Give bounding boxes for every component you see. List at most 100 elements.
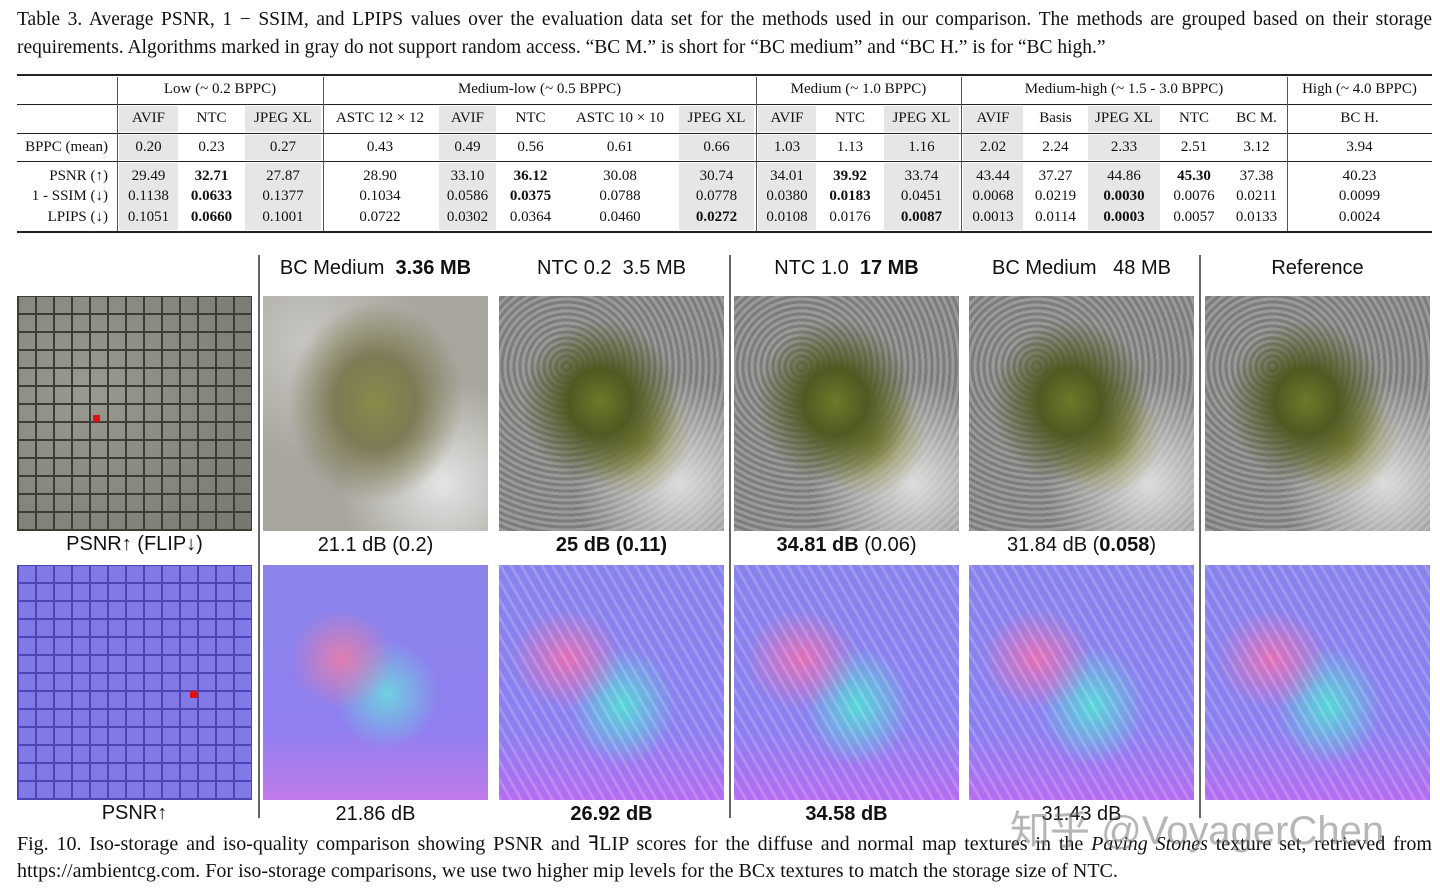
row-label: LPIPS (↓) — [47, 209, 108, 225]
table-value: 1.03 — [773, 139, 801, 155]
method-header: NTC — [196, 110, 227, 126]
table-value: 0.20 — [135, 139, 162, 155]
column-title: NTC 0.2 3.5 MB — [537, 257, 686, 279]
method-header: AVIF — [770, 110, 804, 126]
rule — [17, 104, 1432, 105]
table-value: 33.10 — [450, 168, 485, 184]
table-value: 0.0108 — [766, 209, 808, 225]
texture-crop — [969, 565, 1194, 800]
table-value: 28.90 — [363, 168, 397, 184]
shaded-cell — [119, 135, 178, 160]
table-value: 36.12 — [513, 168, 548, 184]
metric-caption: 21.1 dB (0.2) — [317, 534, 434, 556]
table-value: 2.24 — [1042, 139, 1069, 155]
divider — [1199, 255, 1201, 818]
table-value: 34.01 — [770, 168, 804, 184]
text-part: 0.058 — [1099, 534, 1150, 556]
shaded-cell — [679, 135, 754, 160]
text-part: 31.84 dB ( — [1006, 534, 1100, 556]
group-header: Medium-low (~ 0.5 BPPC) — [457, 81, 622, 97]
table-value: 0.0364 — [509, 209, 552, 225]
table-value: 0.0460 — [599, 209, 641, 225]
method-header: JPEG XL — [687, 110, 746, 126]
shaded-cell — [963, 163, 1023, 230]
texture-crop — [1205, 296, 1430, 531]
texture-crop — [499, 296, 724, 531]
table-value: 37.27 — [1038, 168, 1073, 184]
table-value: 0.0024 — [1338, 209, 1381, 225]
group-header: Medium-high (~ 1.5 - 3.0 BPPC) — [1024, 81, 1224, 97]
table-value: 0.0302 — [446, 209, 489, 225]
text-part: 3.36 MB — [395, 257, 472, 279]
table-value: 0.0586 — [446, 188, 489, 204]
row-label: PSNR (↑) — [49, 168, 108, 184]
table-value: 0.0076 — [1173, 188, 1215, 204]
text-part: (0.06) — [858, 534, 917, 556]
table-value: 0.0722 — [359, 209, 401, 225]
metric-caption: 21.86 dB — [335, 803, 416, 825]
table-value: 32.71 — [194, 168, 229, 184]
method-header: AVIF — [131, 110, 166, 126]
table-value: 0.1138 — [128, 188, 169, 204]
texture-crop — [263, 296, 488, 531]
column-title: BC Medium 3.36 MB — [253, 257, 498, 280]
method-header: ASTC 12 × 12 — [335, 110, 425, 126]
table-value: 0.0176 — [829, 209, 871, 225]
shaded-cell — [963, 135, 1023, 160]
table-value: 2.02 — [979, 139, 1007, 155]
table-value: 0.0133 — [1235, 209, 1278, 225]
table-value: 0.0057 — [1173, 209, 1215, 225]
table-value: 0.56 — [517, 139, 544, 155]
group-header: Low (~ 0.2 BPPC) — [163, 81, 277, 97]
rule — [17, 74, 1432, 76]
shaded-cell — [884, 135, 959, 160]
shaded-cell — [119, 163, 178, 230]
method-header: BC H. — [1340, 110, 1379, 126]
table-value: 0.61 — [606, 139, 634, 155]
text-part: Paving Stones — [1091, 833, 1208, 855]
shaded-cell — [245, 106, 321, 132]
row-label: 1 - SSIM (↓) — [31, 188, 108, 204]
table-value: 39.92 — [833, 168, 867, 184]
texture-overview — [17, 565, 252, 800]
table-value: 0.0068 — [972, 188, 1014, 204]
metric-caption: 34.58 dB — [724, 803, 969, 826]
table-value: 0.1377 — [262, 188, 304, 204]
shaded-cell — [245, 135, 321, 160]
watermark: 知乎 @VoyagerChen — [1010, 809, 1385, 853]
method-header: JPEG XL — [1095, 110, 1153, 126]
column-title: Reference — [1271, 257, 1364, 279]
divider — [258, 255, 260, 818]
text-part: ) — [1149, 534, 1157, 556]
text-part: 26.92 dB — [570, 803, 653, 825]
text-part: 34.81 dB — [776, 534, 859, 556]
row-label: BPPC (mean) — [25, 139, 108, 155]
text-part: 34.58 dB — [805, 803, 888, 825]
table-value: 2.33 — [1110, 139, 1138, 155]
table-value: 0.1051 — [127, 209, 170, 225]
table-value: 0.0099 — [1338, 188, 1381, 204]
group-separator — [323, 77, 324, 231]
text-part: Fig. 10. Iso-storage and iso-quality com… — [17, 833, 1092, 855]
shaded-cell — [439, 135, 496, 160]
group-separator — [117, 77, 118, 231]
table-value: 0.0660 — [190, 209, 233, 225]
table-value: 27.87 — [266, 168, 300, 184]
method-header: AVIF — [976, 110, 1010, 126]
shaded-cell — [1088, 106, 1160, 132]
crop-marker — [93, 415, 100, 422]
texture-crop — [969, 296, 1194, 531]
method-header: ASTC 10 × 10 — [575, 110, 665, 126]
method-header: JPEG XL — [892, 110, 951, 126]
table-value: 30.74 — [699, 168, 734, 184]
text-part: 25 dB (0.11) — [555, 534, 668, 556]
table-value: 1.16 — [908, 139, 935, 155]
shaded-cell — [439, 106, 496, 132]
metric-caption: 34.81 dB (0.06) — [724, 534, 969, 557]
group-separator — [1287, 77, 1288, 231]
method-header: AVIF — [450, 110, 485, 126]
shaded-cell — [758, 106, 816, 132]
table-value: 0.0003 — [1103, 209, 1145, 225]
method-header: JPEG XL — [254, 110, 312, 126]
